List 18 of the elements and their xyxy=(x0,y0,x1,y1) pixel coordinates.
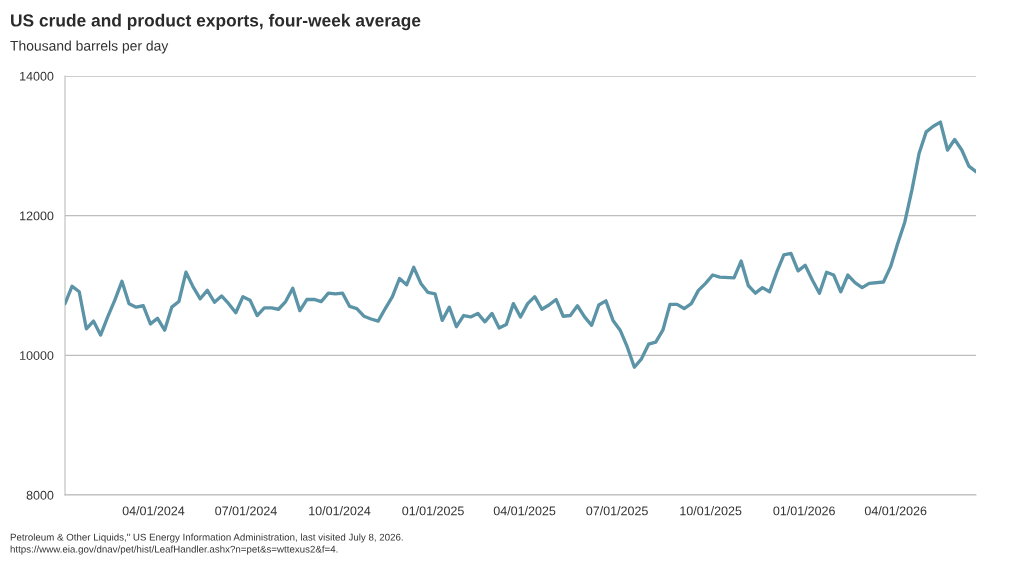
text: https://www.eia.gov/dnav/pet/hist/LeafHandler.ashx?n=pet&s=wttexus2&f=4. xyxy=(10,545,338,555)
x-tick-label: 04/01/2025 xyxy=(493,506,556,516)
x-tick-label: 04/01/2026 xyxy=(864,506,927,516)
y-tick-label: 14000 xyxy=(20,71,54,81)
line-series xyxy=(65,120,976,369)
x-tick-label: 04/01/2024 xyxy=(122,506,185,516)
chart-subtitle: Thousand barrels per day xyxy=(10,40,169,54)
text: Petroleum & Other Liquids," US Energy Information Administration, last visited July 8, 2026. xyxy=(10,533,403,543)
x-tick-label: 07/01/2024 xyxy=(215,506,277,516)
x-tick-label: 10/01/2025 xyxy=(680,506,742,516)
y-tick-label: 10000 xyxy=(20,351,54,360)
chart-title: US crude and product exports, four-week average xyxy=(11,13,421,31)
x-tick-label: 10/01/2024 xyxy=(309,506,371,516)
x-tick-label: 01/01/2025 xyxy=(402,506,464,516)
x-tick-label: 07/01/2025 xyxy=(586,506,648,516)
y-tick-label: 8000 xyxy=(26,490,54,500)
x-tick-label: 01/01/2026 xyxy=(773,506,835,516)
y-tick-label: 12000 xyxy=(20,211,54,221)
